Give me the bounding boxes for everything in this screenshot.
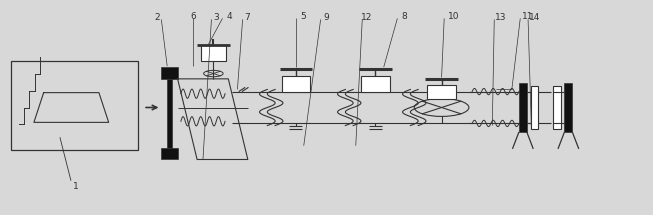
Text: 4: 4 bbox=[226, 12, 232, 21]
Text: 6: 6 bbox=[190, 12, 196, 21]
Bar bbox=[531, 86, 539, 129]
Bar bbox=[201, 45, 226, 61]
Text: 5: 5 bbox=[300, 12, 306, 21]
Bar bbox=[281, 76, 310, 92]
Text: 12: 12 bbox=[361, 13, 372, 22]
Bar bbox=[564, 83, 572, 132]
Bar bbox=[161, 67, 178, 79]
Bar bbox=[553, 86, 560, 129]
Bar bbox=[167, 79, 172, 148]
Text: 10: 10 bbox=[447, 12, 459, 21]
Text: 11: 11 bbox=[522, 12, 534, 21]
Text: 2: 2 bbox=[155, 13, 160, 22]
Bar bbox=[11, 61, 138, 150]
Text: 3: 3 bbox=[213, 13, 219, 22]
Bar bbox=[361, 76, 390, 92]
Text: 14: 14 bbox=[529, 13, 540, 22]
Bar bbox=[427, 85, 456, 99]
Polygon shape bbox=[34, 93, 108, 122]
Text: 1: 1 bbox=[73, 181, 79, 190]
Bar bbox=[161, 148, 178, 160]
Bar bbox=[519, 83, 527, 132]
Text: 9: 9 bbox=[324, 13, 329, 22]
Text: 13: 13 bbox=[495, 13, 507, 22]
Text: 7: 7 bbox=[244, 13, 250, 22]
Text: 8: 8 bbox=[402, 12, 407, 21]
